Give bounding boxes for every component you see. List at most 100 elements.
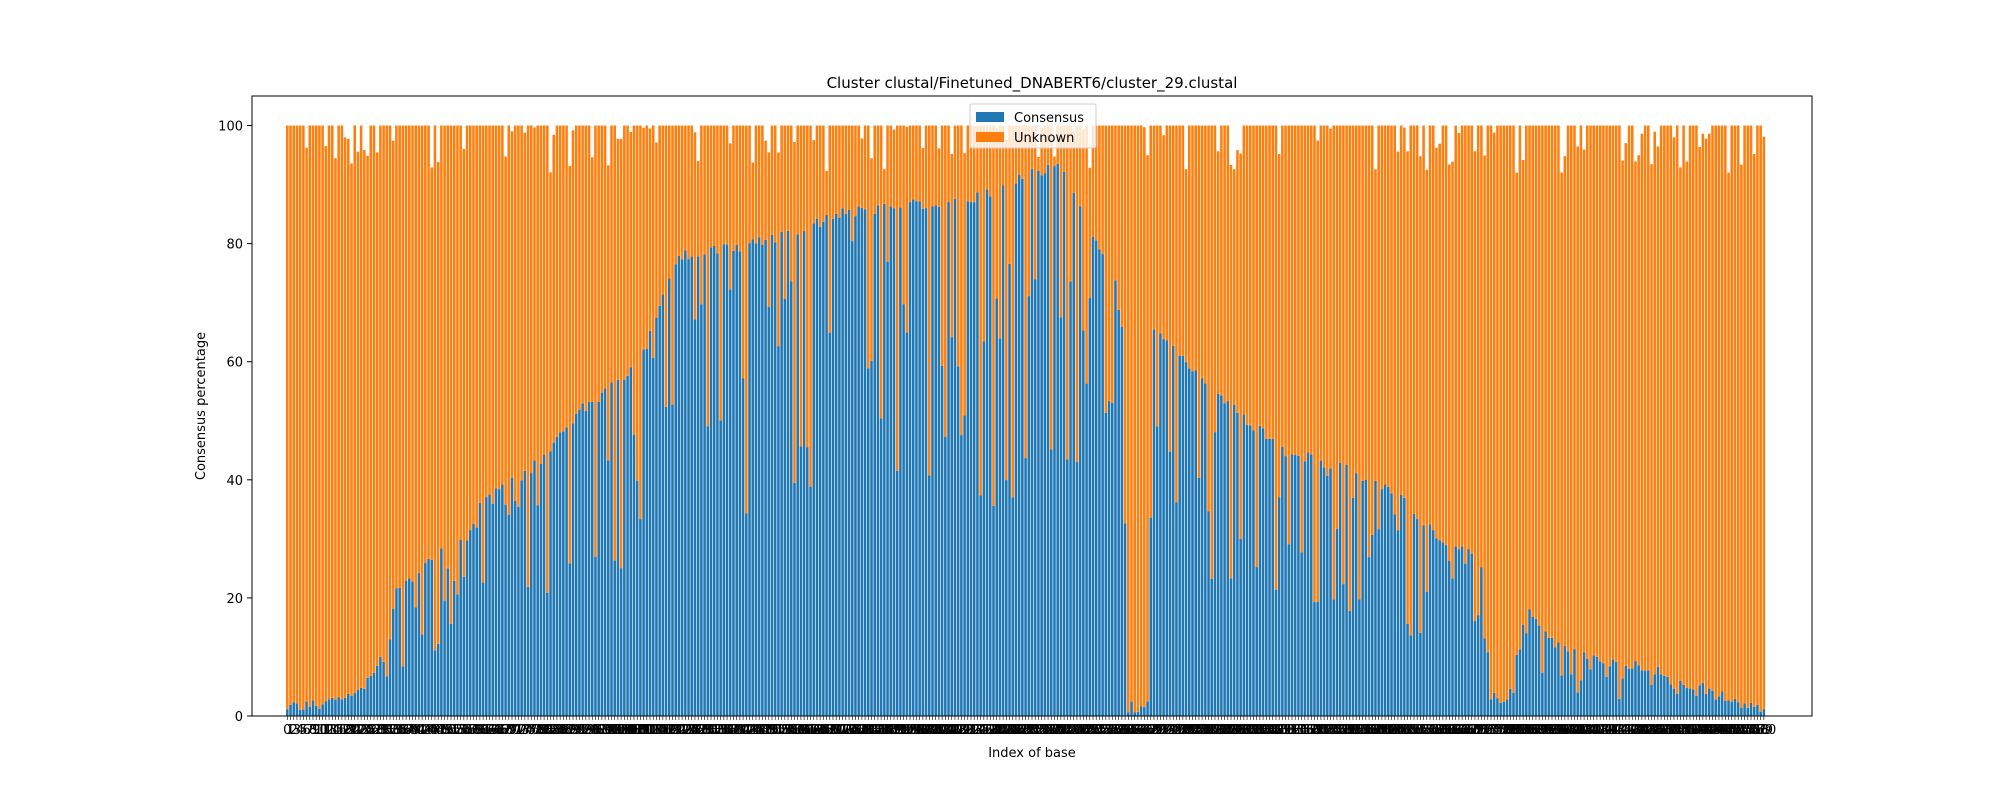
- bar-consensus: [751, 239, 755, 716]
- x-tick-label: 299: [1235, 723, 1260, 738]
- bar-unknown: [1178, 125, 1181, 356]
- bar-unknown: [818, 125, 822, 227]
- x-tick-label: 453: [1729, 723, 1754, 738]
- bar-consensus: [1245, 424, 1249, 716]
- x-tick-label: 361: [1434, 723, 1459, 738]
- x-tick-label: 384: [1507, 723, 1532, 738]
- bar-unknown: [1560, 172, 1563, 676]
- x-tick-label: 306: [1257, 723, 1282, 738]
- bar-unknown: [501, 125, 504, 485]
- bar-consensus: [1579, 680, 1583, 716]
- bar-consensus: [523, 470, 527, 716]
- x-tick-label: 353: [1408, 723, 1433, 738]
- bar-consensus: [1348, 610, 1352, 716]
- x-tick-label: 33: [385, 723, 402, 738]
- bar-unknown: [1383, 125, 1387, 485]
- bar-consensus: [1216, 393, 1220, 716]
- bar-unknown: [475, 125, 478, 528]
- x-tick-label: 426: [1642, 723, 1667, 738]
- bar-consensus: [1358, 599, 1361, 716]
- bar-consensus: [889, 206, 893, 716]
- bar-unknown: [847, 125, 851, 210]
- x-tick-label: 193: [894, 723, 919, 738]
- x-tick-label: 319: [1299, 723, 1324, 738]
- bar-unknown: [1358, 125, 1361, 600]
- bar-unknown: [716, 125, 719, 254]
- bar-unknown: [571, 130, 575, 424]
- bar-unknown: [1476, 125, 1480, 616]
- bar-unknown: [1168, 125, 1172, 452]
- bar-consensus: [642, 349, 645, 716]
- bar-unknown: [1669, 125, 1673, 685]
- bar-consensus: [491, 503, 495, 716]
- bar-unknown: [1537, 125, 1541, 626]
- x-axis-ticks: 0123456789101112131415161718192021222324…: [283, 716, 1776, 738]
- bar-consensus: [786, 230, 790, 716]
- bar-unknown: [668, 125, 671, 279]
- bar-unknown: [1415, 125, 1419, 520]
- bar-consensus: [1072, 192, 1076, 716]
- x-tick-label: 195: [901, 723, 926, 738]
- x-tick-label: 367: [1453, 723, 1478, 738]
- x-tick-label: 255: [1093, 723, 1118, 738]
- bar-consensus: [404, 580, 408, 716]
- bar-unknown: [1743, 125, 1746, 704]
- bar-unknown: [632, 125, 636, 435]
- x-tick-label: 58: [465, 723, 482, 738]
- bar-consensus: [1419, 632, 1422, 716]
- bar-consensus: [1332, 599, 1336, 716]
- x-tick-label: 247: [1068, 723, 1093, 738]
- x-tick-label: 457: [1742, 723, 1767, 738]
- bar-unknown: [1005, 139, 1008, 481]
- bar-consensus: [716, 253, 719, 716]
- x-tick-label: 446: [1706, 723, 1731, 738]
- x-tick-label: 45: [423, 723, 440, 738]
- bar-consensus: [712, 245, 716, 716]
- x-tick-label: 174: [833, 723, 858, 738]
- bar-unknown: [1364, 125, 1368, 480]
- bar-consensus: [1226, 401, 1230, 716]
- bar-consensus: [337, 697, 340, 716]
- x-tick-label: 333: [1344, 723, 1369, 738]
- bar-consensus: [1207, 511, 1210, 716]
- x-tick-label: 409: [1588, 723, 1613, 738]
- x-tick-label: 95: [584, 723, 601, 738]
- bar-unknown: [353, 125, 356, 694]
- x-tick-label: 321: [1305, 723, 1330, 738]
- bar-unknown: [1027, 125, 1031, 297]
- x-tick-label: 307: [1260, 723, 1285, 738]
- x-tick-label: 130: [692, 723, 717, 738]
- bar-consensus: [1139, 706, 1143, 716]
- bar-unknown: [1730, 125, 1734, 702]
- bar-consensus: [1085, 383, 1088, 716]
- bar-unknown: [1521, 159, 1525, 625]
- bar-consensus: [915, 201, 918, 716]
- x-tick-label: 420: [1623, 723, 1648, 738]
- bar-consensus: [664, 406, 668, 716]
- bar-unknown: [712, 125, 716, 246]
- bar-unknown: [1075, 125, 1079, 463]
- x-tick-label: 344: [1379, 723, 1404, 738]
- bar-unknown: [1367, 125, 1371, 558]
- bar-unknown: [944, 125, 947, 437]
- x-tick-label: 177: [843, 723, 868, 738]
- bar-unknown: [1708, 133, 1711, 689]
- bar-consensus: [1387, 487, 1390, 716]
- bar-consensus: [1560, 675, 1563, 716]
- bar-consensus: [1582, 652, 1586, 716]
- bar-unknown: [1749, 125, 1753, 703]
- bar-unknown: [956, 125, 960, 367]
- bar-unknown: [937, 148, 941, 207]
- bar-consensus: [603, 388, 607, 716]
- bar-consensus: [745, 513, 748, 716]
- bar-consensus: [1399, 494, 1403, 716]
- x-tick-label: 338: [1360, 723, 1385, 738]
- bar-consensus: [472, 523, 475, 716]
- bar-unknown: [1380, 125, 1384, 490]
- x-tick-label: 196: [904, 723, 929, 738]
- bar-unknown: [841, 125, 844, 209]
- bar-unknown: [844, 125, 848, 215]
- bar-consensus: [988, 196, 992, 716]
- x-tick-label: 269: [1138, 723, 1163, 738]
- x-tick-label: 265: [1126, 723, 1151, 738]
